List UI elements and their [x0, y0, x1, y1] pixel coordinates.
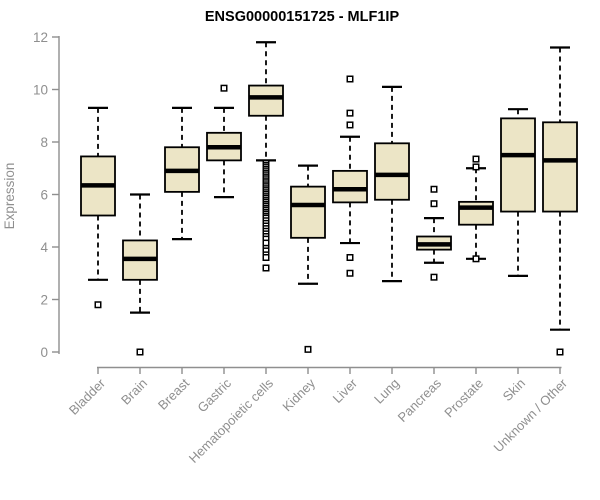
boxplot-group-hematopoietic-cells: [248, 41, 284, 272]
iqr-box-prostate: [458, 200, 494, 226]
y-tick-label: 6: [40, 188, 48, 203]
boxplot-group-pancreas: [416, 185, 452, 281]
outlier-point-prostate: [472, 155, 480, 163]
outlier-point-pancreas: [430, 273, 438, 281]
x-tick-label-gastric: Gastric: [194, 375, 234, 415]
y-tick-label: 0: [40, 345, 48, 360]
x-tick-label-pancreas: Pancreas: [395, 375, 445, 425]
y-tick-label: 4: [40, 240, 48, 255]
iqr-box-kidney: [290, 185, 326, 239]
chart-title: ENSG00000151725 - MLF1IP: [205, 9, 400, 25]
outlier-point-kidney: [304, 345, 312, 353]
outlier-point-liver: [346, 75, 354, 83]
x-tick-label-skin: Skin: [500, 376, 528, 404]
x-tick-label-breast: Breast: [155, 375, 192, 412]
outlier-point-prostate: [472, 163, 480, 171]
outlier-point-liver: [346, 269, 354, 277]
outlier-point-unknown-other: [556, 348, 564, 356]
x-tick-label-bladder: Bladder: [66, 375, 109, 418]
iqr-box-skin: [500, 117, 536, 213]
outlier-point-gastric: [220, 84, 228, 92]
outlier-point-bladder: [94, 301, 102, 309]
outlier-point-prostate: [472, 255, 480, 263]
outlier-point-pancreas: [430, 185, 438, 193]
iqr-box-liver: [332, 169, 368, 204]
x-tick-label-liver: Liver: [330, 375, 361, 406]
x-tick-label-prostate: Prostate: [441, 376, 486, 421]
y-axis-label: Expression: [2, 163, 17, 230]
boxplot-group-breast: [164, 106, 200, 241]
x-tick-label-lung: Lung: [371, 376, 402, 407]
boxplot-group-kidney: [290, 164, 326, 353]
x-tick-label-unknown-other: Unknown / Other: [491, 375, 571, 455]
boxplot-group-skin: [500, 108, 536, 277]
y-tick-label: 8: [40, 135, 48, 150]
outlier-point-liver: [346, 109, 354, 117]
outlier-point-brain: [136, 348, 144, 356]
boxplot-group-brain: [122, 193, 158, 356]
y-tick-label: 12: [33, 30, 48, 45]
y-tick-label: 10: [33, 83, 48, 98]
boxplot-group-liver: [332, 75, 368, 277]
outlier-point-pancreas: [430, 200, 438, 208]
outlier-point-liver: [346, 121, 354, 129]
boxplot-group-prostate: [458, 155, 494, 263]
x-tick-label-brain: Brain: [118, 376, 150, 408]
x-tick-label-kidney: Kidney: [279, 375, 318, 414]
outlier-point-hematopoietic-cells: [262, 254, 270, 261]
boxplot-group-gastric: [206, 84, 242, 199]
boxplot-group-lung: [374, 85, 410, 283]
outlier-point-liver: [346, 254, 354, 261]
y-tick-label: 2: [40, 293, 48, 308]
outlier-point-hematopoietic-cells: [262, 264, 270, 272]
boxplot-group-bladder: [80, 106, 116, 309]
boxplot-group-unknown-other: [542, 46, 578, 356]
iqr-box-hematopoietic-cells: [248, 84, 284, 117]
iqr-box-lung: [374, 142, 410, 201]
iqr-box-unknown-other: [542, 121, 578, 213]
